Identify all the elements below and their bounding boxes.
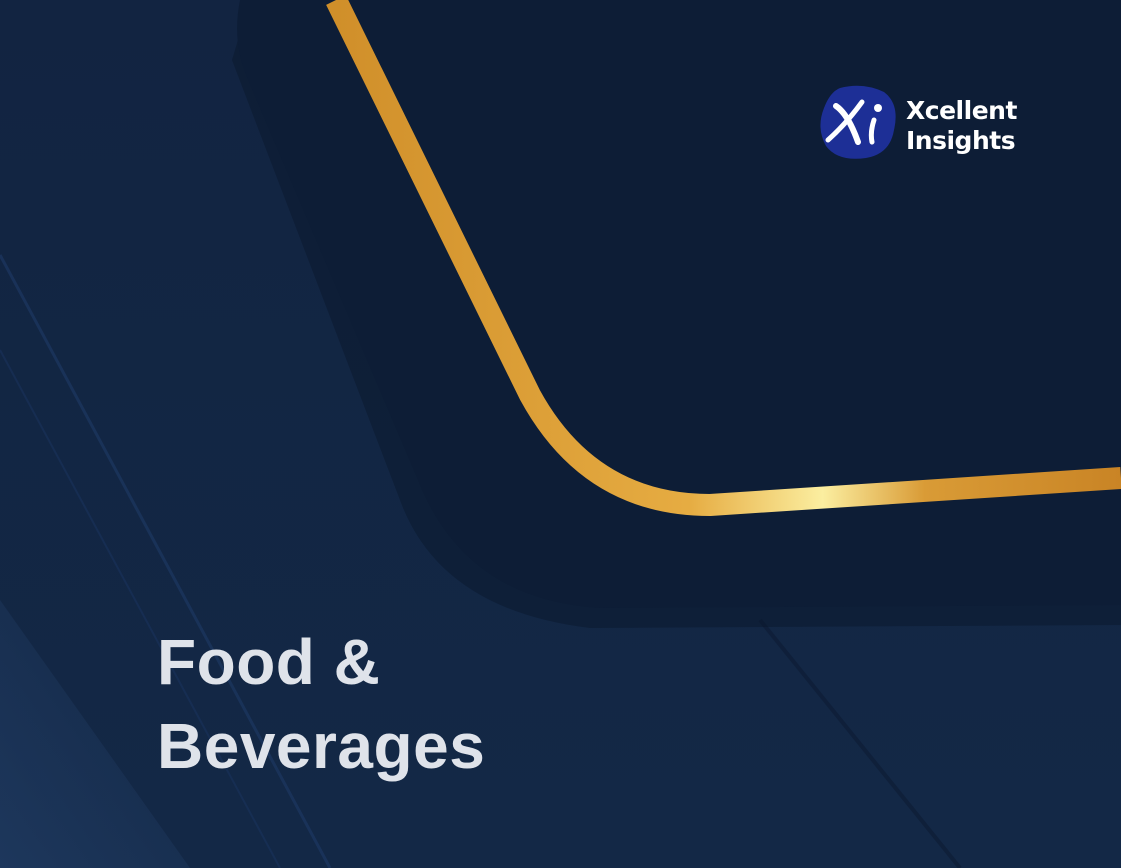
cover-title-line1: Food & — [157, 626, 381, 698]
xi-logo-icon — [820, 85, 896, 159]
brand-name-line2: Insights — [906, 126, 1016, 155]
brand-logo: Xcellent Insights — [818, 84, 1033, 164]
brand-name-line1: Xcellent — [906, 96, 1017, 125]
cover-title: Food & Beverages — [157, 620, 485, 788]
brand-name: Xcellent Insights — [906, 96, 1017, 156]
cover-title-line2: Beverages — [157, 710, 486, 782]
